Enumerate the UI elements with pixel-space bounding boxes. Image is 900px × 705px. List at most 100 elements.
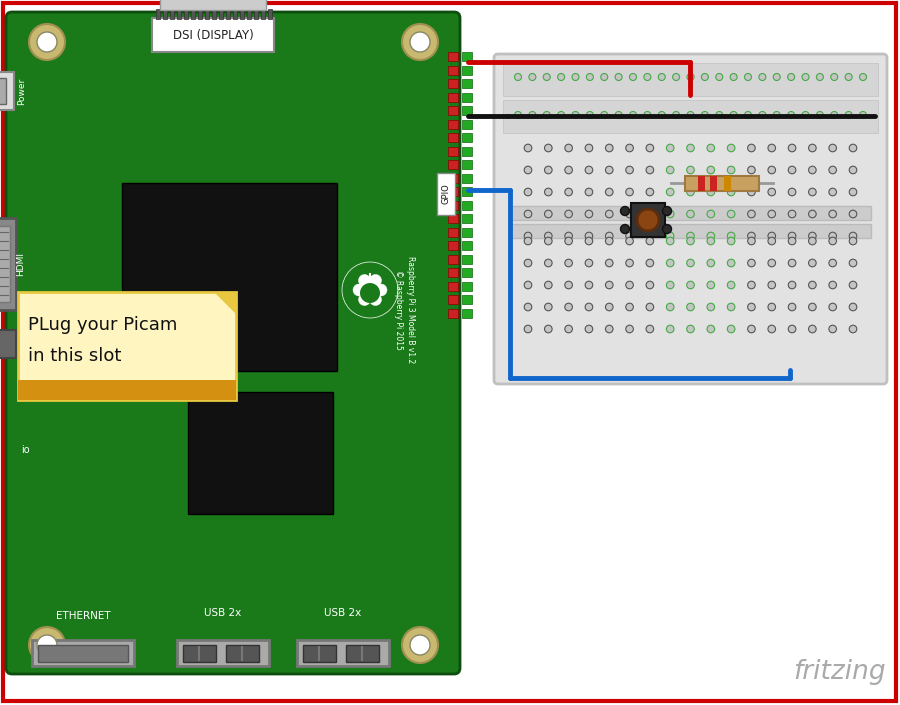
- Circle shape: [658, 111, 665, 118]
- Bar: [156, 9, 160, 19]
- Circle shape: [672, 73, 680, 80]
- Circle shape: [829, 281, 836, 289]
- Circle shape: [646, 259, 653, 266]
- Circle shape: [727, 259, 735, 266]
- Circle shape: [773, 111, 780, 118]
- Circle shape: [666, 237, 674, 245]
- Circle shape: [850, 188, 857, 196]
- Circle shape: [585, 325, 593, 333]
- Bar: [448, 268, 458, 277]
- Bar: [0, 72, 14, 110]
- Circle shape: [626, 210, 634, 218]
- Circle shape: [788, 237, 796, 245]
- Circle shape: [646, 303, 653, 311]
- Circle shape: [788, 145, 796, 152]
- Bar: [163, 9, 167, 19]
- Circle shape: [768, 281, 776, 289]
- Text: io: io: [21, 445, 30, 455]
- Circle shape: [701, 73, 708, 80]
- Circle shape: [831, 111, 838, 118]
- Circle shape: [850, 166, 857, 174]
- Circle shape: [565, 210, 572, 218]
- Circle shape: [606, 145, 613, 152]
- Circle shape: [658, 73, 665, 80]
- Circle shape: [646, 188, 653, 196]
- Circle shape: [829, 145, 836, 152]
- Circle shape: [748, 210, 755, 218]
- Circle shape: [829, 259, 836, 266]
- Circle shape: [666, 232, 674, 240]
- Bar: [240, 9, 244, 19]
- Circle shape: [620, 207, 629, 216]
- Circle shape: [687, 145, 694, 152]
- Circle shape: [524, 237, 532, 245]
- Circle shape: [707, 325, 715, 333]
- Bar: [462, 120, 472, 128]
- Circle shape: [585, 210, 593, 218]
- Circle shape: [707, 232, 715, 240]
- Circle shape: [773, 73, 780, 80]
- Circle shape: [565, 237, 572, 245]
- Bar: [698, 176, 705, 191]
- Circle shape: [727, 237, 735, 245]
- Circle shape: [646, 166, 653, 174]
- Circle shape: [730, 73, 737, 80]
- Circle shape: [808, 325, 816, 333]
- Text: PLug your Picam: PLug your Picam: [28, 316, 177, 334]
- Circle shape: [829, 210, 836, 218]
- Bar: [462, 295, 472, 304]
- Circle shape: [788, 325, 796, 333]
- Circle shape: [716, 73, 723, 80]
- Text: USB 2x: USB 2x: [324, 608, 362, 618]
- Circle shape: [524, 259, 532, 266]
- Circle shape: [768, 303, 776, 311]
- Circle shape: [515, 73, 521, 80]
- Circle shape: [585, 232, 593, 240]
- Circle shape: [788, 259, 796, 266]
- Bar: [462, 133, 472, 142]
- Bar: [724, 176, 731, 191]
- Circle shape: [759, 111, 766, 118]
- Bar: [462, 255, 472, 264]
- Bar: [462, 268, 472, 277]
- Circle shape: [666, 188, 674, 196]
- Circle shape: [544, 325, 552, 333]
- Circle shape: [626, 145, 634, 152]
- Circle shape: [788, 111, 795, 118]
- Circle shape: [524, 303, 532, 311]
- Circle shape: [727, 188, 735, 196]
- Circle shape: [626, 237, 634, 245]
- Circle shape: [587, 73, 593, 80]
- Text: Raspberry Pi 3 Model B v1.2: Raspberry Pi 3 Model B v1.2: [406, 257, 415, 364]
- Circle shape: [375, 284, 387, 296]
- Circle shape: [748, 259, 755, 266]
- Bar: [462, 106, 472, 115]
- Bar: [233, 9, 237, 19]
- Bar: [510, 206, 871, 220]
- Bar: [0, 330, 16, 358]
- Circle shape: [829, 188, 836, 196]
- Circle shape: [606, 325, 613, 333]
- Circle shape: [829, 237, 836, 245]
- Circle shape: [646, 232, 653, 240]
- Circle shape: [687, 210, 694, 218]
- Circle shape: [788, 210, 796, 218]
- Text: Power: Power: [17, 78, 26, 104]
- Circle shape: [370, 274, 382, 286]
- Circle shape: [687, 111, 694, 118]
- Circle shape: [585, 166, 593, 174]
- Circle shape: [748, 145, 755, 152]
- Circle shape: [716, 111, 723, 118]
- Circle shape: [615, 73, 622, 80]
- Bar: [462, 173, 472, 183]
- Circle shape: [629, 111, 636, 118]
- Circle shape: [707, 166, 715, 174]
- Circle shape: [565, 145, 572, 152]
- Bar: [38, 645, 128, 662]
- Bar: [152, 18, 274, 52]
- Circle shape: [360, 283, 380, 303]
- Circle shape: [565, 325, 572, 333]
- Circle shape: [601, 111, 608, 118]
- Circle shape: [646, 210, 653, 218]
- Circle shape: [829, 303, 836, 311]
